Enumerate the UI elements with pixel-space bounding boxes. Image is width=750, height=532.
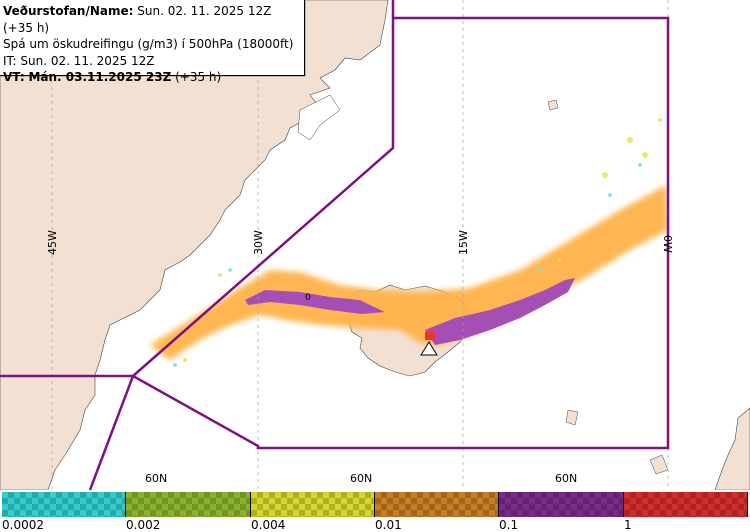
fir-boundary [0, 0, 670, 490]
volcano-source [425, 332, 435, 340]
forecast-info-box: Veðurstofan/Name: Sun. 02. 11. 2025 12Z … [0, 0, 305, 84]
legend-label: 0.0002 [2, 518, 44, 532]
island [565, 409, 579, 426]
greenland-landmass [0, 0, 389, 490]
ash-fringe [158, 118, 662, 362]
legend-label: 0.004 [251, 518, 286, 532]
it-label: IT: [3, 53, 17, 68]
legend-swatch [375, 492, 499, 517]
legend-label: 0.002 [126, 518, 161, 532]
ash-fringe-cyan [173, 163, 642, 367]
vt-suffix: (+35 h) [175, 70, 222, 84]
volcano-icon [420, 341, 438, 356]
legend-label: 1 [624, 518, 632, 532]
description: Spá um öskudreifingu (g/m3) í 500hPa (18… [3, 37, 294, 51]
fjord [297, 94, 341, 141]
legend-swatch [2, 492, 126, 517]
legend-label: 0.01 [375, 518, 402, 532]
lon-label: 15W [457, 230, 470, 255]
contour-label: 0 [305, 293, 311, 303]
norway-coast [714, 407, 750, 490]
lon-label: 45W [46, 230, 59, 255]
vt-value: Mán. 03.11.2025 23Z [28, 70, 172, 84]
vt-label: VT: [3, 70, 25, 84]
it-value: Sun. 02. 11. 2025 12Z [20, 53, 155, 68]
lat-label: 60N [555, 472, 577, 485]
legend-swatch [251, 492, 375, 517]
color-legend: 0.0002 0.002 0.004 0.01 0.1 1 [0, 491, 750, 532]
lon-label: 30W [252, 230, 265, 255]
island [547, 99, 559, 111]
lat-label: 60N [350, 472, 372, 485]
name-label: Veðurstofan/Name: [3, 4, 134, 18]
legend-label: 0.1 [499, 518, 519, 532]
name-value: Sun. 02. 11. 2025 12Z (+35 h) [3, 4, 272, 35]
ash-plume-low [150, 185, 668, 360]
legend-swatch [624, 492, 748, 517]
lat-label: 60N [145, 472, 167, 485]
ash-plume-high [425, 278, 575, 345]
legend-swatch [126, 492, 251, 517]
ash-plume-high [245, 290, 385, 314]
lon-label: 0W [661, 235, 674, 253]
ash-forecast-map: 45W 30W 15W 0W 60N 60N 60N 0 [0, 0, 750, 490]
legend-swatch [499, 492, 624, 517]
